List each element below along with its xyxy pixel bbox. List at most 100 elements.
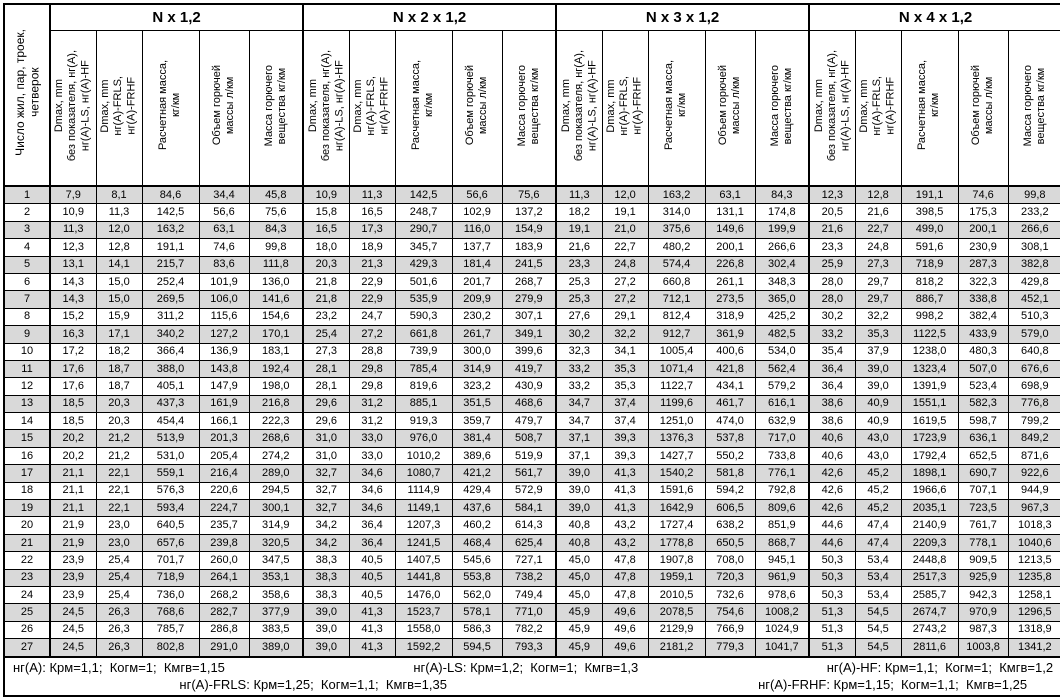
- data-cell: 606,5: [704, 499, 756, 518]
- coefficients-footer-row: нг(А): Крм=1,1; Когм=1; Кмгв=1,15 нг(А)-…: [3, 655, 1060, 697]
- column-header-label: Масса горючего вещества кг/км: [262, 64, 288, 147]
- data-cell: 707,1: [957, 481, 1009, 501]
- data-cell: 1122,5: [900, 325, 959, 344]
- data-cell: 51,3: [808, 638, 856, 658]
- table-row: 27 24,5 26,3 802,8 291,0 389,0 39,0 41,3 1592,2 5…: [3, 638, 1060, 658]
- data-cell: 290,7: [394, 220, 453, 240]
- data-cell: 25,4: [95, 585, 143, 605]
- data-cell: 50,3: [808, 585, 856, 605]
- data-cell: 40,5: [348, 568, 396, 587]
- data-cell: 318,9: [704, 307, 756, 327]
- data-cell: 661,8: [394, 325, 453, 344]
- data-cell: 115,6: [198, 307, 250, 327]
- data-cell: 480,2: [647, 238, 706, 257]
- data-cell: 45,0: [555, 585, 603, 605]
- data-cell: 562,4: [754, 359, 810, 379]
- data-cell: 405,1: [141, 377, 200, 396]
- data-cell: 39,0: [302, 638, 350, 658]
- data-cell: 383,5: [248, 620, 304, 640]
- data-cell: 175,3: [957, 203, 1009, 222]
- data-cell: 43,0: [854, 446, 902, 466]
- data-cell: 26,3: [95, 603, 143, 622]
- data-cell: 28,1: [302, 377, 350, 396]
- data-cell: 34,7: [555, 394, 603, 414]
- data-cell: 1407,5: [394, 551, 453, 570]
- data-cell: 461,7: [704, 394, 756, 414]
- column-header: Расчетная масса, кг/км: [900, 30, 959, 187]
- data-cell: 382,8: [1007, 255, 1060, 274]
- data-cell: 922,6: [1007, 464, 1060, 483]
- data-cell: 323,2: [451, 377, 503, 396]
- row-number-cell: 24: [3, 585, 51, 605]
- data-cell: 27,2: [348, 325, 396, 344]
- data-cell: 421,2: [451, 464, 503, 483]
- data-cell: 345,7: [394, 238, 453, 257]
- data-cell: 34,2: [302, 533, 350, 553]
- data-cell: 2140,9: [900, 516, 959, 535]
- data-cell: 18,2: [95, 342, 143, 361]
- data-cell: 191,1: [141, 238, 200, 257]
- data-cell: 99,8: [1007, 185, 1060, 205]
- data-cell: 1376,3: [647, 429, 706, 448]
- data-cell: 308,1: [1007, 238, 1060, 257]
- table-row: 12 17,6 18,7 405,1 147,9 198,0 28,1 29,8 819,6 32…: [3, 377, 1060, 396]
- row-number-cell: 25: [3, 603, 51, 622]
- data-cell: 978,6: [754, 585, 810, 605]
- data-cell: 616,1: [754, 394, 810, 414]
- table-row: 14 18,5 20,3 454,4 166,1 222,3 29,6 31,2 919,3 35…: [3, 412, 1060, 431]
- data-cell: 302,4: [754, 255, 810, 274]
- row-number-cell: 4: [3, 238, 51, 257]
- data-cell: 20,3: [302, 255, 350, 274]
- data-cell: 347,5: [248, 551, 304, 570]
- column-header-label: Dmax, mm нг(А)-FRLS, нг(А)-FRHF: [352, 75, 391, 136]
- data-cell: 233,2: [1007, 203, 1060, 222]
- data-cell: 799,2: [1007, 412, 1060, 431]
- table-row: 11 17,6 18,7 388,0 143,8 192,4 28,1 29,8 785,4 31…: [3, 359, 1060, 379]
- data-cell: 25,4: [95, 568, 143, 587]
- data-cell: 53,4: [854, 551, 902, 570]
- data-cell: 625,4: [501, 533, 557, 553]
- data-cell: 45,0: [555, 568, 603, 587]
- data-cell: 47,4: [854, 533, 902, 553]
- data-cell: 31,0: [302, 446, 350, 466]
- data-cell: 584,1: [501, 499, 557, 518]
- data-cell: 1238,0: [900, 342, 959, 361]
- group-title-nx4x1-2: N x 4 x 1,2: [808, 3, 1060, 31]
- data-cell: 15,9: [95, 307, 143, 327]
- data-cell: 1199,6: [647, 394, 706, 414]
- column-header: Объем горючей массы л/км: [704, 30, 756, 187]
- data-cell: 809,6: [754, 499, 810, 518]
- data-cell: 287,3: [957, 255, 1009, 274]
- data-cell: 191,1: [900, 185, 959, 205]
- row-number-cell: 15: [3, 429, 51, 448]
- data-cell: 266,6: [1007, 220, 1060, 240]
- column-header: Масса горючего вещества кг/км: [754, 30, 810, 187]
- data-cell: 1341,2: [1007, 638, 1060, 658]
- data-cell: 779,3: [704, 638, 756, 658]
- table-row: 5 13,1 14,1 215,7 83,6 111,8 20,3 21,3 429,3 181,…: [3, 255, 1060, 274]
- data-cell: 1235,8: [1007, 568, 1060, 587]
- data-cell: 925,9: [957, 568, 1009, 587]
- data-cell: 21,6: [854, 203, 902, 222]
- data-cell: 141,6: [248, 290, 304, 309]
- data-cell: 657,6: [141, 533, 200, 553]
- data-cell: 785,4: [394, 359, 453, 379]
- data-cell: 27,3: [854, 255, 902, 274]
- data-cell: 41,3: [348, 603, 396, 622]
- data-cell: 34,7: [555, 412, 603, 431]
- data-cell: 28,0: [808, 272, 856, 292]
- data-cell: 142,5: [394, 185, 453, 205]
- data-cell: 29,7: [854, 290, 902, 309]
- data-cell: 425,2: [754, 307, 810, 327]
- data-cell: 30,2: [808, 307, 856, 327]
- data-cell: 851,9: [754, 516, 810, 535]
- data-cell: 40,5: [348, 551, 396, 570]
- data-cell: 17,2: [49, 342, 97, 361]
- data-cell: 143,8: [198, 359, 250, 379]
- data-cell: 149,6: [704, 220, 756, 240]
- data-cell: 717,0: [754, 429, 810, 448]
- data-cell: 792,8: [754, 481, 810, 501]
- data-cell: 314,9: [248, 516, 304, 535]
- data-cell: 1723,9: [900, 429, 959, 448]
- data-cell: 561,7: [501, 464, 557, 483]
